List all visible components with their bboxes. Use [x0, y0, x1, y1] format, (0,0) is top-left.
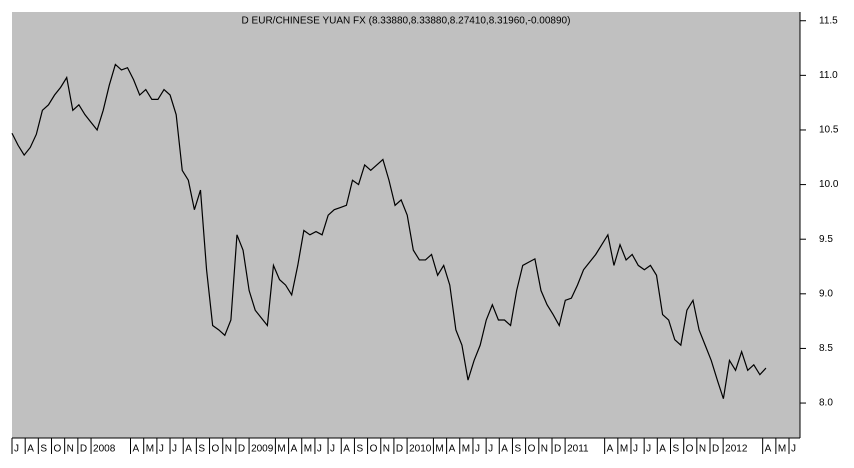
x-tick-label: D: [396, 444, 403, 455]
x-tick-label: A: [607, 444, 614, 455]
x-tick-label: A: [133, 444, 140, 455]
x-tick-label: J: [330, 444, 335, 455]
x-tick-label: M: [462, 444, 470, 455]
x-tick-label: 2010: [409, 444, 432, 455]
x-tick-label: N: [67, 444, 74, 455]
x-tick-label: O: [370, 444, 378, 455]
x-tick-label: A: [27, 444, 34, 455]
x-tick-label: D: [80, 444, 87, 455]
x-tick-label: J: [488, 444, 493, 455]
x-tick-label: N: [699, 444, 706, 455]
x-tick-label: S: [356, 444, 363, 455]
x-tick-label: A: [343, 444, 350, 455]
x-tick-label: A: [291, 444, 298, 455]
x-tick-label: J: [159, 444, 164, 455]
x-tick-label: 2009: [251, 444, 274, 455]
x-tick-label: J: [475, 444, 480, 455]
x-tick-label: N: [225, 444, 232, 455]
x-tick-label: S: [40, 444, 47, 455]
chart-title: D EUR/CHINESE YUAN FX (8.33880,8.33880,8…: [242, 16, 571, 27]
x-tick-label: M: [277, 444, 285, 455]
x-tick-label: M: [435, 444, 443, 455]
y-tick-label: 11.5: [819, 15, 838, 26]
x-tick-label: A: [449, 444, 456, 455]
x-tick-label: M: [304, 444, 312, 455]
x-tick-label: M: [620, 444, 628, 455]
x-tick-label: M: [778, 444, 786, 455]
x-tick-label: 2011: [567, 444, 589, 455]
x-tick-label: J: [317, 444, 322, 455]
x-tick-label: D: [712, 444, 719, 455]
y-tick-label: 10.5: [819, 125, 839, 136]
x-tick-label: O: [686, 444, 694, 455]
x-tick-label: 2008: [93, 444, 116, 455]
x-tick-label: S: [198, 444, 205, 455]
x-tick-label: A: [501, 444, 508, 455]
x-tick-label: N: [541, 444, 548, 455]
x-tick-label: A: [659, 444, 666, 455]
x-tick-label: S: [514, 444, 521, 455]
x-tick-label: D: [238, 444, 245, 455]
y-tick-label: 10.0: [819, 179, 839, 190]
x-tick-label: O: [54, 444, 62, 455]
x-tick-label: M: [146, 444, 154, 455]
x-tick-label: J: [172, 444, 177, 455]
plot-area: [12, 12, 800, 438]
x-tick-label: A: [765, 444, 772, 455]
y-tick-label: 8.5: [819, 343, 833, 354]
x-tick-label: S: [672, 444, 679, 455]
x-tick-label: J: [646, 444, 651, 455]
x-tick-label: J: [14, 444, 19, 455]
x-tick-label: J: [633, 444, 638, 455]
x-tick-label: N: [383, 444, 390, 455]
x-tick-label: D: [554, 444, 561, 455]
x-tick-label: O: [212, 444, 220, 455]
y-tick-label: 9.0: [819, 288, 833, 299]
y-tick-label: 9.5: [819, 234, 833, 245]
x-tick-label: J: [791, 444, 796, 455]
x-tick-label: A: [185, 444, 192, 455]
y-tick-label: 8.0: [819, 398, 833, 409]
y-tick-label: 11.0: [819, 70, 838, 81]
x-tick-label: O: [528, 444, 536, 455]
price-line: [11, 63, 767, 399]
x-tick-label: 2012: [725, 444, 748, 455]
